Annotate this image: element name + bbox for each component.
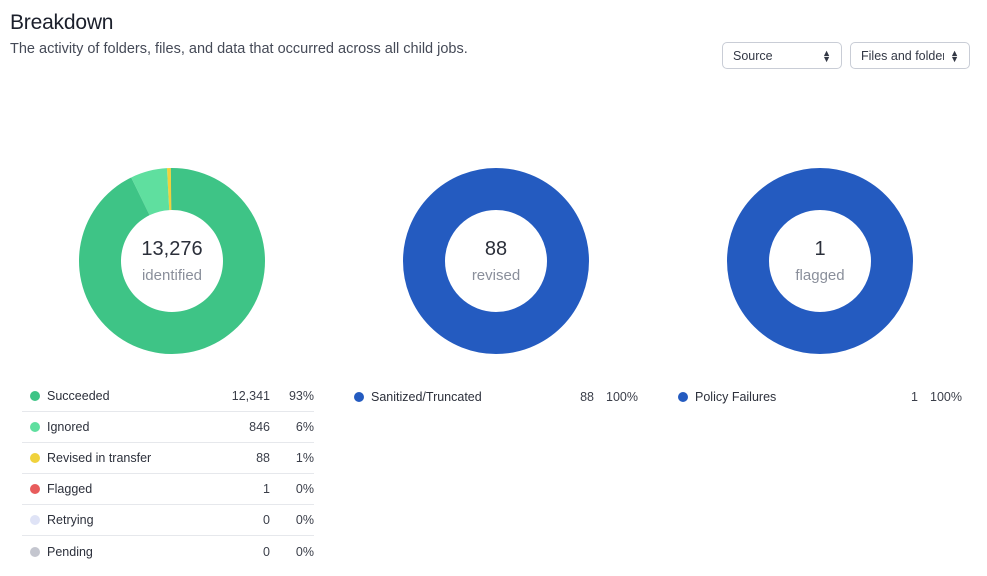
flagged-donut-center: 1 flagged: [727, 168, 913, 354]
revised-donut-center: 88 revised: [403, 168, 589, 354]
legend-percent: 100%: [930, 389, 962, 404]
donut-segment-sanitized-truncated: [403, 168, 589, 354]
legend-count: 88: [256, 451, 270, 465]
revised-label: revised: [471, 267, 521, 284]
legend-row-succeeded[interactable]: Succeeded 12,341 93%: [22, 381, 314, 412]
revised-donut-svg: [403, 168, 589, 354]
legend-row-ignored[interactable]: Ignored 846 6%: [22, 412, 314, 443]
donut-segment-ignored: [131, 168, 170, 216]
legend-row-revised[interactable]: Revised in transfer 88 1%: [22, 443, 314, 474]
item-type-select[interactable]: Files and folder ▲ ▼: [850, 42, 970, 69]
revised-donut-chart: 88 revised: [403, 168, 589, 354]
legend-percent: 0%: [295, 513, 314, 527]
legend-count: 1: [911, 389, 918, 404]
identified-donut-center: 13,276 identified: [79, 168, 265, 354]
legend-name: Pending: [47, 544, 93, 559]
legend-name: Flagged: [47, 482, 93, 496]
legend-name: Policy Failures: [695, 389, 777, 404]
donut-segment-policy-failures: [727, 168, 913, 354]
item-type-select-label: Files and folder: [861, 48, 945, 63]
legend-percent: 0%: [295, 482, 314, 496]
legend-percent: 6%: [295, 420, 314, 434]
retrying-dot-icon: [30, 515, 40, 525]
sanitized-dot-icon: [354, 391, 364, 402]
page-title: Breakdown: [10, 11, 114, 34]
legend-name: Sanitized/Truncated: [371, 389, 482, 404]
legend-row-sanitized-truncated[interactable]: Sanitized/Truncated 88 100%: [346, 381, 638, 412]
legend-name: Retrying: [47, 513, 94, 527]
legend-count: 1: [263, 482, 270, 496]
legend-row-retrying[interactable]: Retrying 0 0%: [22, 505, 314, 536]
legend-percent: 100%: [606, 389, 638, 404]
flagged-total: 1: [814, 238, 826, 260]
identified-donut-svg: [79, 168, 265, 354]
legend-name: Ignored: [47, 420, 90, 434]
legend-row-flagged[interactable]: Flagged 1 0%: [22, 474, 314, 505]
pending-dot-icon: [30, 546, 40, 557]
legend-percent: 0%: [295, 544, 314, 559]
donut-segment-succeeded: [79, 168, 265, 354]
revised-total: 88: [484, 238, 508, 260]
source-select-label: Source: [733, 48, 773, 63]
legend-percent: 93%: [288, 389, 314, 403]
legend-count: 0: [263, 544, 270, 559]
legend-count: 12,341: [231, 389, 270, 403]
legend-name: Succeeded: [47, 389, 110, 403]
succeeded-dot-icon: [30, 391, 40, 401]
chevron-up-down-icon: ▲ ▼: [822, 47, 831, 64]
donut-segment-revised-in-transfer: [166, 168, 172, 211]
flagged-label: flagged: [795, 267, 845, 284]
identified-total: 13,276: [141, 238, 203, 260]
revised-legend: Sanitized/Truncated 88 100%: [346, 381, 638, 412]
identified-donut-chart: 13,276 identified: [79, 168, 265, 354]
legend-row-policy-failures[interactable]: Policy Failures 1 100%: [670, 381, 962, 412]
identified-label: identified: [141, 267, 203, 284]
legend-count: 88: [580, 389, 594, 404]
page-subtitle: The activity of folders, files, and data…: [10, 41, 468, 57]
source-select[interactable]: Source ▲ ▼: [722, 42, 842, 69]
flagged-legend: Policy Failures 1 100%: [670, 381, 962, 412]
identified-legend: Succeeded 12,341 93% Ignored 846 6% Revi…: [22, 381, 314, 567]
legend-row-pending[interactable]: Pending 0 0%: [22, 536, 314, 567]
flagged-donut-svg: [727, 168, 913, 354]
policy-failures-dot-icon: [678, 391, 688, 402]
legend-percent: 1%: [295, 451, 314, 465]
flagged-dot-icon: [30, 484, 40, 494]
chevron-up-down-icon: ▲ ▼: [950, 47, 959, 64]
legend-name: Revised in transfer: [47, 451, 152, 465]
ignored-dot-icon: [30, 422, 40, 432]
legend-count: 0: [263, 513, 270, 527]
flagged-donut-chart: 1 flagged: [727, 168, 913, 354]
revised-dot-icon: [30, 453, 40, 463]
legend-count: 846: [249, 420, 270, 434]
